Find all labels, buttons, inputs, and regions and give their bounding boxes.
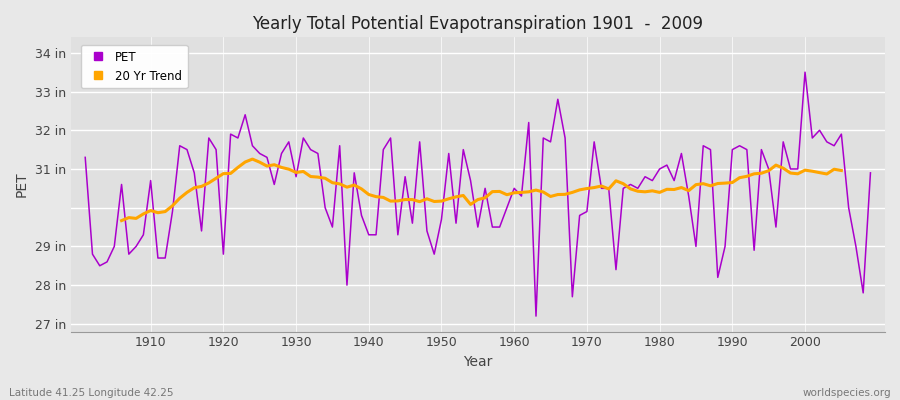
Text: worldspecies.org: worldspecies.org — [803, 388, 891, 398]
Y-axis label: PET: PET — [15, 172, 29, 197]
X-axis label: Year: Year — [464, 355, 492, 369]
Title: Yearly Total Potential Evapotranspiration 1901  -  2009: Yearly Total Potential Evapotranspiratio… — [252, 15, 703, 33]
Legend: PET, 20 Yr Trend: PET, 20 Yr Trend — [81, 45, 188, 88]
Text: Latitude 41.25 Longitude 42.25: Latitude 41.25 Longitude 42.25 — [9, 388, 174, 398]
